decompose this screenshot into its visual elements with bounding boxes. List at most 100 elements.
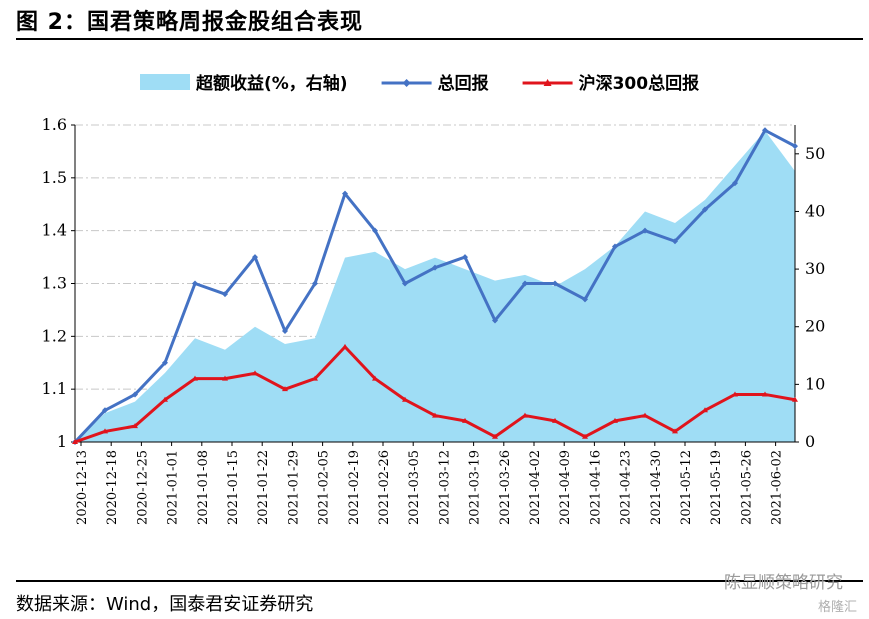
y-left-tick-label: 1.6 [42, 115, 67, 134]
series-total-return-point [522, 280, 528, 287]
x-tick-label: 2021-02-19 [347, 450, 362, 525]
x-tick-label: 2020-12-25 [135, 450, 150, 525]
series-hs300-return-point [492, 433, 498, 439]
series-hs300-return-point [612, 417, 618, 423]
series-total-return-point [222, 291, 228, 298]
series-total-return-point [552, 280, 558, 287]
title-rule [16, 38, 863, 40]
y-left-tick-label: 1.3 [42, 274, 67, 293]
y-left-tick-label: 1 [57, 432, 67, 451]
axes [71, 124, 799, 446]
series-total-return-point [252, 254, 258, 261]
x-tick-label: 2020-12-18 [105, 450, 120, 525]
series-total-return-point [432, 264, 438, 271]
x-tick-label: 2021-03-12 [437, 450, 452, 525]
series-hs300-return-point [462, 417, 468, 423]
series-hs300-return-point [522, 412, 528, 418]
x-tick-label: 2021-02-26 [377, 450, 392, 525]
legend-hs300-return-label: 沪深300总回报 [579, 73, 700, 94]
y-left-tick-label: 1.1 [42, 379, 67, 398]
series-total-return-point [732, 180, 738, 187]
series-hs300-return-point [402, 396, 408, 402]
legend-excess-return-label: 超额收益(%，右轴) [196, 73, 348, 94]
x-tick-label: 2021-03-26 [498, 450, 513, 525]
legend-hs300-return-marker [543, 79, 552, 86]
series-total-return-point [492, 317, 498, 324]
series-total-return-point [702, 206, 708, 213]
series-total-return-point [342, 190, 348, 197]
series-total-return-point [312, 280, 318, 287]
series-hs300-return-point [342, 343, 348, 349]
series-total-return-point [792, 143, 798, 150]
y-left-tick-label: 1.2 [42, 326, 67, 345]
series-hs300-return-point [192, 375, 198, 381]
y-right-tick-label: 50 [805, 144, 825, 163]
series-hs300-return-point [132, 423, 138, 429]
y-right-tick-label: 40 [805, 201, 825, 220]
x-tick-label: 2021-05-12 [679, 450, 694, 525]
x-tick-label: 2021-05-26 [739, 450, 754, 525]
x-tick-label: 2021-05-19 [709, 450, 724, 525]
x-tick-label: 2020-12-13 [75, 450, 90, 525]
x-tick-label: 2021-03-05 [407, 450, 422, 525]
series-hs300-return-point [432, 412, 438, 418]
x-tick-label: 2021-04-02 [528, 450, 543, 525]
series-hs300-return-point [642, 412, 648, 418]
y-right-tick-label: 10 [805, 374, 825, 393]
series-total-return-point [372, 227, 378, 234]
x-tick-label: 2021-01-01 [166, 450, 181, 525]
series-total-return-point [132, 391, 138, 398]
series-hs300-return-point [672, 428, 678, 434]
x-tick-label: 2021-01-08 [196, 450, 211, 525]
figure-title: 图 2：国君策略周报金股组合表现 [16, 10, 363, 35]
series-hs300-return-point [732, 391, 738, 397]
legend: 超额收益(%，右轴) 总回报 沪深300总回报 [140, 73, 699, 94]
series-total-return-point [102, 407, 108, 414]
y-left-tick-label: 1.4 [42, 221, 67, 240]
legend-excess-return-swatch [140, 74, 190, 90]
x-tick-label: 2021-04-23 [619, 450, 634, 525]
series-total-return-point [192, 280, 198, 287]
watermark-logo-text: 格隆汇 [817, 600, 857, 615]
series-total-return-point [672, 238, 678, 245]
series-hs300-return-point [552, 417, 558, 423]
series-hs300-return-point [282, 386, 288, 392]
series-total-return-point [462, 254, 468, 261]
watermark-text: 陈显顺策略研究 [724, 573, 843, 593]
x-tick-label: 2021-04-16 [588, 450, 603, 525]
series-hs300-return-point [702, 407, 708, 413]
series-lines [72, 127, 798, 445]
legend-total-return-label: 总回报 [438, 73, 489, 94]
y-right-tick-label: 30 [805, 259, 825, 278]
x-tick-label: 2021-04-09 [558, 450, 573, 525]
series-hs300-return-point [372, 375, 378, 381]
series-hs300-return-point [252, 370, 258, 376]
legend-total-return-marker [402, 79, 411, 87]
series-hs300-return-point [762, 391, 768, 397]
series-total-return-point [402, 280, 408, 287]
y-left-tick-label: 1.5 [42, 168, 67, 187]
excess-return-area [75, 130, 795, 442]
series-hs300-return-point [582, 433, 588, 439]
y-right-tick-label: 20 [805, 317, 825, 336]
footer-rule [16, 580, 863, 582]
series-hs300-return-point [792, 396, 798, 402]
series-total-return-point [642, 227, 648, 234]
series-hs300-return-point [162, 396, 168, 402]
x-tick-label: 2021-04-30 [649, 450, 664, 525]
series-total-return-point [282, 328, 288, 335]
y-right-tick-label: 0 [805, 432, 815, 451]
tick-labels: 1 1.1 1.2 1.3 1.4 1.5 1.6 0 10 20 30 40 50 2020-12-13… [42, 115, 826, 525]
area-excess-return [75, 130, 795, 442]
x-tick-label: 2021-02-05 [317, 450, 332, 525]
series-total-return-point [162, 359, 168, 366]
x-tick-label: 2021-06-02 [770, 450, 785, 525]
series-hs300-return-point [222, 375, 228, 381]
series-hs300-return-point [102, 428, 108, 434]
x-tick-label: 2021-01-15 [226, 450, 241, 525]
x-tick-label: 2021-01-29 [286, 450, 301, 525]
source-note: 数据来源：Wind，国泰君安证券研究 [16, 594, 314, 615]
series-hs300-return-point [72, 439, 78, 444]
x-tick-label: 2021-03-19 [468, 450, 483, 525]
